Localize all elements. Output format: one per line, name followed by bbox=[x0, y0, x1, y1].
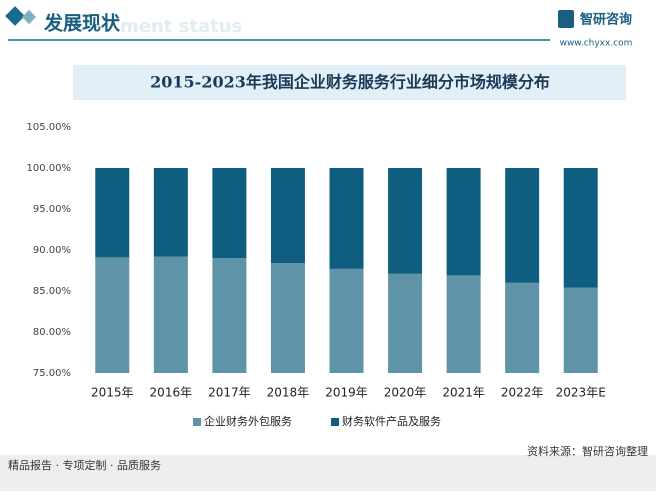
legend-swatch bbox=[193, 418, 201, 426]
y-tick-label: 105.00% bbox=[27, 122, 72, 133]
x-tick-label: 2016年 bbox=[150, 386, 193, 400]
footer-left: 精品报告 · 专项定制 · 品质服务 bbox=[8, 458, 161, 472]
bar-segment bbox=[388, 168, 423, 274]
bar-segment bbox=[153, 256, 188, 373]
x-tick-label: 2015年 bbox=[91, 386, 134, 400]
brand-name: 智研咨询 bbox=[580, 12, 632, 28]
header-icon bbox=[5, 6, 25, 26]
bar-segment bbox=[505, 282, 540, 373]
bar-segment bbox=[329, 168, 364, 269]
y-tick-label: 75.00% bbox=[33, 368, 71, 379]
x-tick-label: 2017年 bbox=[208, 386, 251, 400]
bar-segment bbox=[212, 168, 247, 259]
legend-label: 财务软件产品及服务 bbox=[342, 414, 441, 428]
bar-segment bbox=[212, 258, 247, 373]
title-box bbox=[73, 65, 626, 100]
y-tick-label: 90.00% bbox=[33, 245, 71, 256]
header-watermark: ment status bbox=[120, 16, 242, 37]
bar-segment bbox=[95, 168, 130, 258]
y-tick-label: 95.00% bbox=[33, 204, 71, 215]
footer-bar bbox=[0, 455, 656, 491]
y-tick-label: 80.00% bbox=[33, 327, 71, 338]
x-tick-label: 2021年 bbox=[442, 386, 485, 400]
bar-segment bbox=[329, 268, 364, 373]
bar-segment bbox=[446, 275, 481, 373]
x-tick-label: 2023年E bbox=[556, 386, 606, 400]
chart-title: 2015-2023年我国企业财务服务行业细分市场规模分布 bbox=[150, 73, 550, 92]
legend-label: 企业财务外包服务 bbox=[204, 414, 292, 428]
y-tick-label: 85.00% bbox=[33, 286, 71, 297]
y-tick-label: 100.00% bbox=[27, 163, 72, 174]
bar-segment bbox=[270, 168, 305, 264]
header-icon bbox=[21, 9, 37, 25]
header-title: 发展现状 bbox=[43, 12, 121, 35]
bar-segment bbox=[563, 168, 598, 288]
bar-segment bbox=[563, 287, 598, 373]
source: 资料来源：智研咨询整理 bbox=[527, 444, 648, 458]
x-tick-label: 2018年 bbox=[267, 386, 310, 400]
x-tick-label: 2020年 bbox=[384, 386, 427, 400]
bar-segment bbox=[446, 168, 481, 276]
x-tick-label: 2022年 bbox=[501, 386, 544, 400]
bar-segment bbox=[153, 168, 188, 257]
brand-logo bbox=[558, 10, 574, 28]
plot: 75.00% 80.00% 85.00% 90.00% 95.00% 100.00% 105… bbox=[27, 122, 606, 428]
bar-segment bbox=[388, 273, 423, 373]
bar-segment bbox=[270, 263, 305, 373]
bar-segment bbox=[505, 168, 540, 283]
brand-url: www.chyxx.com bbox=[560, 39, 633, 49]
bar-segment bbox=[95, 257, 130, 373]
x-tick-label: 2019年 bbox=[325, 386, 368, 400]
legend-swatch bbox=[331, 418, 339, 426]
